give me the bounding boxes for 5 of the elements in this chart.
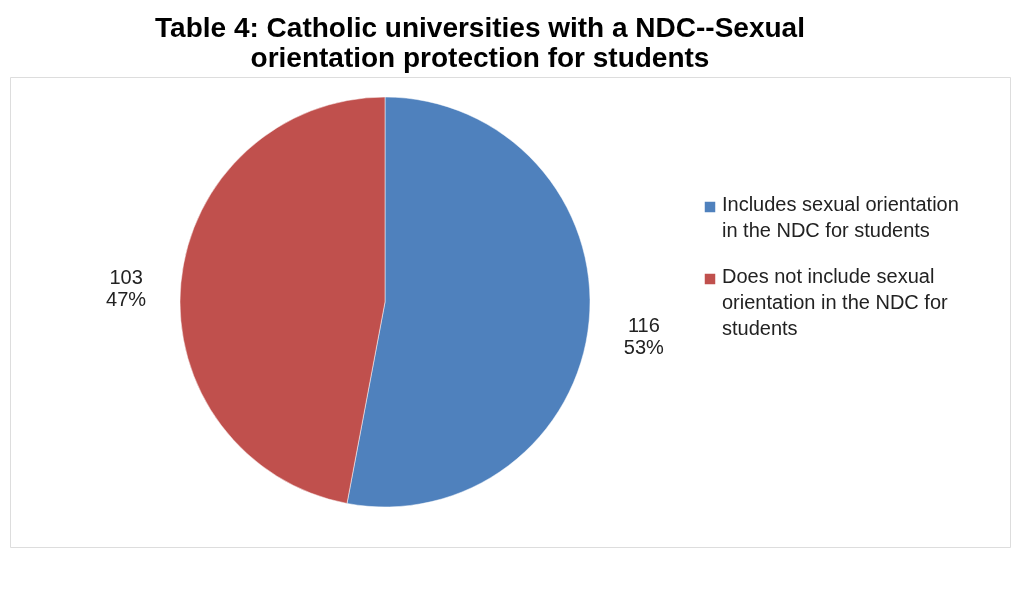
legend-label: Does not include sexual orientation in the NDC for students <box>722 265 948 339</box>
data-label: 103 47% <box>106 265 147 310</box>
chart-title: Table 4: Catholic universities with a NDC--Sexual orientation protection for students <box>155 12 805 73</box>
data-label: 116 53% <box>623 314 665 359</box>
legend-label: Includes sexual orientation in the NDC for students <box>722 193 959 241</box>
